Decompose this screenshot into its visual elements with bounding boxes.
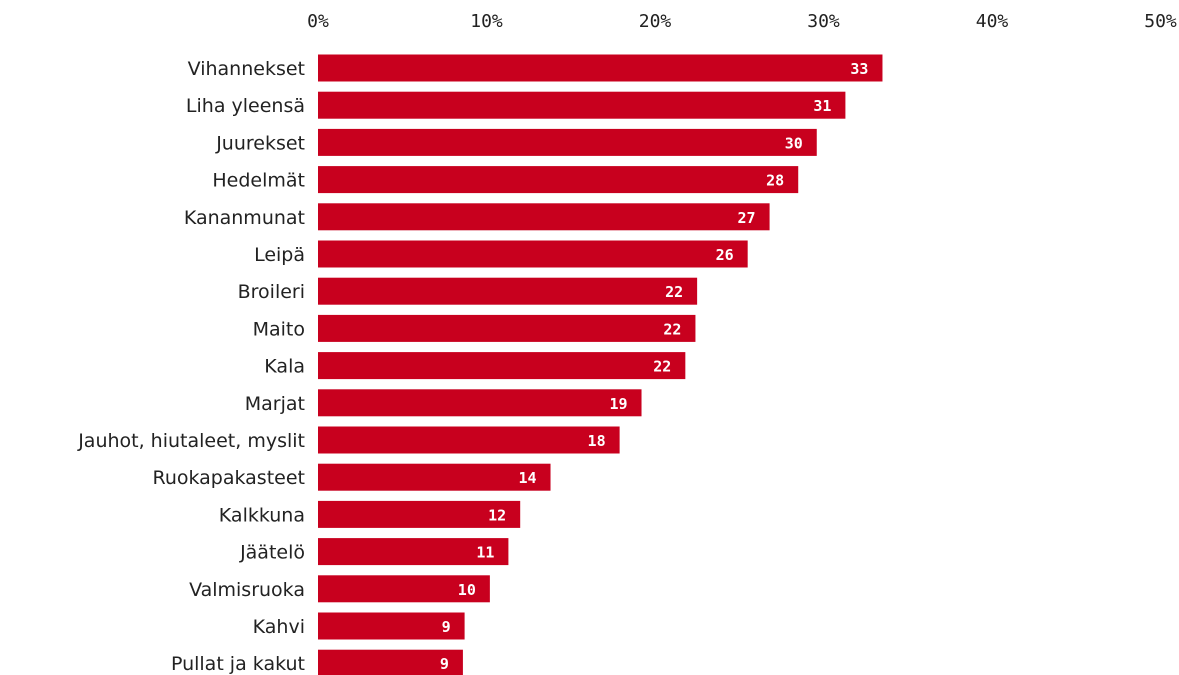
value-label: 9 [442, 618, 451, 636]
x-tick-label: 50% [1144, 11, 1177, 32]
bar [318, 54, 883, 82]
x-tick-label: 0% [307, 11, 329, 32]
value-label: 22 [663, 320, 681, 338]
value-label: 18 [588, 432, 606, 450]
category-label: Valmisruoka [189, 579, 305, 601]
bar [318, 538, 509, 566]
value-labels: 33 31 30 28 27 26 22 22 22 19 18 14 12 11 10 9 9 [440, 60, 869, 673]
category-labels: Vihannekset Liha yleensä Juurekset Hedelmät… [77, 58, 305, 675]
bar [318, 277, 698, 305]
bar [318, 128, 817, 156]
category-label: Maito [253, 318, 305, 340]
bar [318, 314, 696, 342]
category-label: Liha yleensä [186, 95, 305, 117]
category-label: Leipä [254, 244, 305, 266]
category-label: Kahvi [253, 616, 305, 638]
category-label: Kananmunat [184, 207, 305, 229]
category-label: Vihannekset [188, 58, 305, 80]
category-label: Jauhot, hiutaleet, myslit [77, 430, 305, 452]
bar [318, 612, 465, 640]
x-tick-label: 30% [807, 11, 840, 32]
bar [318, 203, 770, 231]
value-label: 26 [716, 246, 734, 264]
value-label: 31 [813, 97, 831, 115]
value-label: 10 [458, 581, 476, 599]
bar [318, 500, 521, 528]
value-label: 22 [653, 358, 671, 376]
value-label: 11 [476, 544, 494, 562]
bar [318, 575, 490, 603]
bar [318, 91, 846, 119]
x-tick-label: 10% [470, 11, 503, 32]
category-label: Hedelmät [212, 170, 305, 192]
value-label: 12 [488, 506, 506, 524]
value-label: 14 [518, 469, 536, 487]
category-label: Marjat [245, 393, 305, 415]
category-label: Juurekset [215, 132, 305, 154]
value-label: 9 [440, 655, 449, 673]
bar [318, 463, 551, 491]
x-tick-label: 40% [976, 11, 1009, 32]
bar [318, 352, 686, 380]
value-label: 27 [738, 209, 756, 227]
x-axis-ticks: 0% 10% 20% 30% 40% 50% [307, 11, 1177, 32]
value-label: 19 [609, 395, 627, 413]
value-label: 33 [850, 60, 868, 78]
bar [318, 389, 642, 417]
value-label: 30 [785, 134, 803, 152]
bar [318, 166, 799, 194]
value-label: 22 [665, 283, 683, 301]
bar [318, 649, 463, 675]
category-label: Broileri [238, 281, 305, 303]
value-label: 28 [766, 172, 784, 190]
bar [318, 426, 620, 454]
category-label: Kalkkuna [219, 504, 305, 526]
bar [318, 240, 748, 268]
bars [318, 54, 883, 675]
category-label: Pullat ja kakut [171, 653, 305, 675]
x-tick-label: 20% [639, 11, 672, 32]
category-label: Kala [264, 356, 305, 378]
category-label: Ruokapakasteet [152, 467, 305, 489]
category-label: Jäätelö [239, 542, 305, 564]
